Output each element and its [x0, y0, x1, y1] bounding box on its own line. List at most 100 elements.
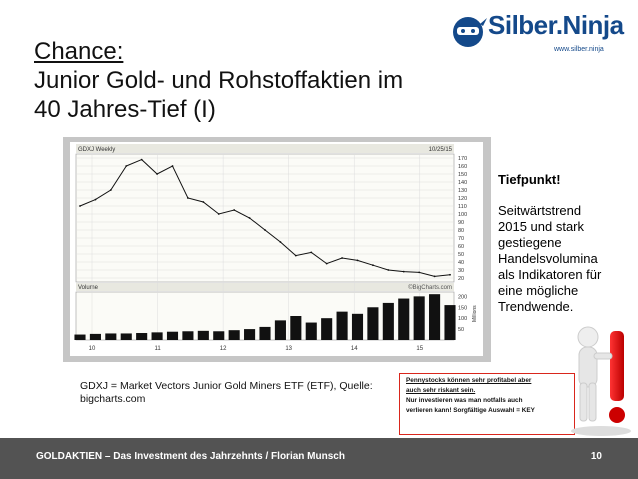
- x-tick-label: 12: [220, 346, 227, 352]
- y-tick-label: 20: [458, 276, 464, 282]
- y-tick-label: 100: [458, 212, 467, 218]
- price-point: [387, 269, 390, 271]
- volume-bar: [305, 322, 317, 340]
- volume-title: Volume: [78, 285, 99, 291]
- volume-tick-label: 150: [458, 305, 467, 311]
- chart-frame: GDXJ Weekly 10/25/15 Volume ©BigCharts.com 1…: [63, 137, 491, 362]
- volume-bar: [413, 296, 425, 340]
- y-tick-label: 130: [458, 188, 467, 194]
- price-point: [217, 213, 220, 215]
- volume-bar: [336, 311, 348, 340]
- price-point: [171, 165, 174, 167]
- price-point: [402, 270, 405, 273]
- y-tick-label: 30: [458, 268, 464, 274]
- volume-bar: [351, 313, 364, 340]
- price-point: [449, 273, 451, 276]
- chart-watermark: ©BigCharts.com: [408, 284, 452, 291]
- chart-date: 10/25/15: [429, 147, 453, 153]
- logo-name-part2: .Ninja: [555, 10, 624, 40]
- y-tick-label: 170: [458, 156, 467, 162]
- footer-bar: GOLDAKTIEN – Das Investment des Jahrzehn…: [0, 438, 638, 479]
- volume-bar: [89, 333, 101, 340]
- title-line-3: 40 Jahres-Tief (I): [34, 96, 216, 123]
- y-tick-label: 60: [458, 244, 464, 250]
- chart-area: GDXJ Weekly 10/25/15 Volume ©BigCharts.com 1…: [70, 142, 483, 356]
- y-tick-label: 40: [458, 260, 464, 266]
- price-point: [156, 173, 158, 175]
- price-point: [125, 165, 128, 167]
- y-tick-label: 50: [458, 252, 464, 258]
- warning-line-1: Pennystocks können sehr profitabel aber: [406, 377, 532, 384]
- volume-header-strip: [76, 283, 454, 291]
- side-heading: Tiefpunkt!: [498, 172, 561, 187]
- volume-bar: [105, 333, 117, 340]
- logo-name: Silber.Ninja: [488, 10, 624, 41]
- gdxj-chart: GDXJ Weekly 10/25/15 Volume ©BigCharts.com 1…: [74, 144, 478, 352]
- warning-line-2: auch sehr riskant sein.: [406, 387, 476, 394]
- y-tick-label: 70: [458, 236, 464, 242]
- volume-bar: [367, 307, 379, 340]
- volume-bar: [259, 326, 271, 340]
- y-tick-label: 110: [458, 204, 467, 210]
- price-point: [372, 264, 374, 267]
- price-point: [325, 262, 328, 265]
- price-point: [310, 251, 313, 254]
- chart-title: GDXJ Weekly: [78, 147, 115, 153]
- warning-box: Pennystocks können sehr profitabel aber …: [399, 373, 575, 435]
- volume-bar: [151, 332, 163, 340]
- price-panel: [75, 153, 455, 283]
- price-point: [356, 259, 359, 262]
- volume-bar: [74, 334, 86, 340]
- volume-bar: [166, 331, 179, 340]
- y-tick-label: 120: [458, 196, 467, 202]
- side-text: Tiefpunkt! Seitwärtstrend 2015 und stark…: [498, 172, 608, 315]
- price-point: [233, 209, 236, 211]
- volume-tick-label: 50: [458, 327, 464, 333]
- volume-bar: [321, 318, 333, 340]
- volume-bar: [228, 330, 240, 340]
- x-tick-label: 10: [89, 346, 96, 352]
- y-tick-label: 160: [458, 164, 467, 170]
- exclamation-figure-icon: [571, 326, 631, 436]
- volume-tick-label: 100: [458, 316, 467, 322]
- title-line-2: Junior Gold- und Rohstoffaktien im: [34, 67, 404, 94]
- price-point: [79, 205, 81, 207]
- volume-bar: [290, 316, 302, 340]
- volume-tick-label: 200: [458, 294, 467, 300]
- price-point: [248, 217, 251, 219]
- volume-bar: [429, 294, 441, 340]
- logo-name-part1: Silber: [488, 10, 556, 40]
- warning-line-4: verlieren kann! Sorgfältige Auswahl = KE…: [406, 407, 535, 414]
- page-number: 10: [590, 451, 602, 462]
- footer-text: GOLDAKTIEN – Das Investment des Jahrzehn…: [36, 451, 345, 462]
- volume-bar: [182, 331, 194, 340]
- y-tick-label: 80: [458, 228, 464, 234]
- volume-bar: [213, 331, 225, 340]
- volume-bar: [444, 305, 456, 340]
- y-tick-label: 90: [458, 220, 464, 226]
- warning-line-3: Nur investieren was man notfalls auch: [406, 397, 523, 404]
- price-point: [294, 254, 297, 257]
- volume-bar: [382, 302, 394, 340]
- price-point: [264, 229, 266, 231]
- title-line-1: Chance:: [34, 38, 124, 65]
- volume-bar: [120, 333, 132, 340]
- logo-url: www.silber.ninja: [554, 46, 604, 53]
- price-point: [109, 189, 112, 191]
- chart-header-strip: [76, 144, 454, 153]
- price-point: [187, 197, 189, 199]
- price-point: [94, 198, 97, 201]
- price-point: [202, 201, 205, 203]
- y-tick-label: 150: [458, 172, 467, 178]
- ninja-icon: [453, 17, 487, 47]
- volume-bar: [274, 320, 286, 340]
- price-point: [341, 257, 343, 259]
- price-point: [140, 158, 143, 161]
- side-body: Seitwärtstrend 2015 und stark gestiegene…: [498, 203, 602, 314]
- volume-bar: [136, 333, 148, 340]
- x-tick-label: 11: [154, 346, 161, 352]
- x-tick-label: 13: [285, 346, 292, 352]
- x-tick-label: 14: [351, 346, 358, 352]
- volume-bar: [197, 330, 209, 340]
- chart-caption: GDXJ = Market Vectors Junior Gold Miners…: [80, 380, 373, 405]
